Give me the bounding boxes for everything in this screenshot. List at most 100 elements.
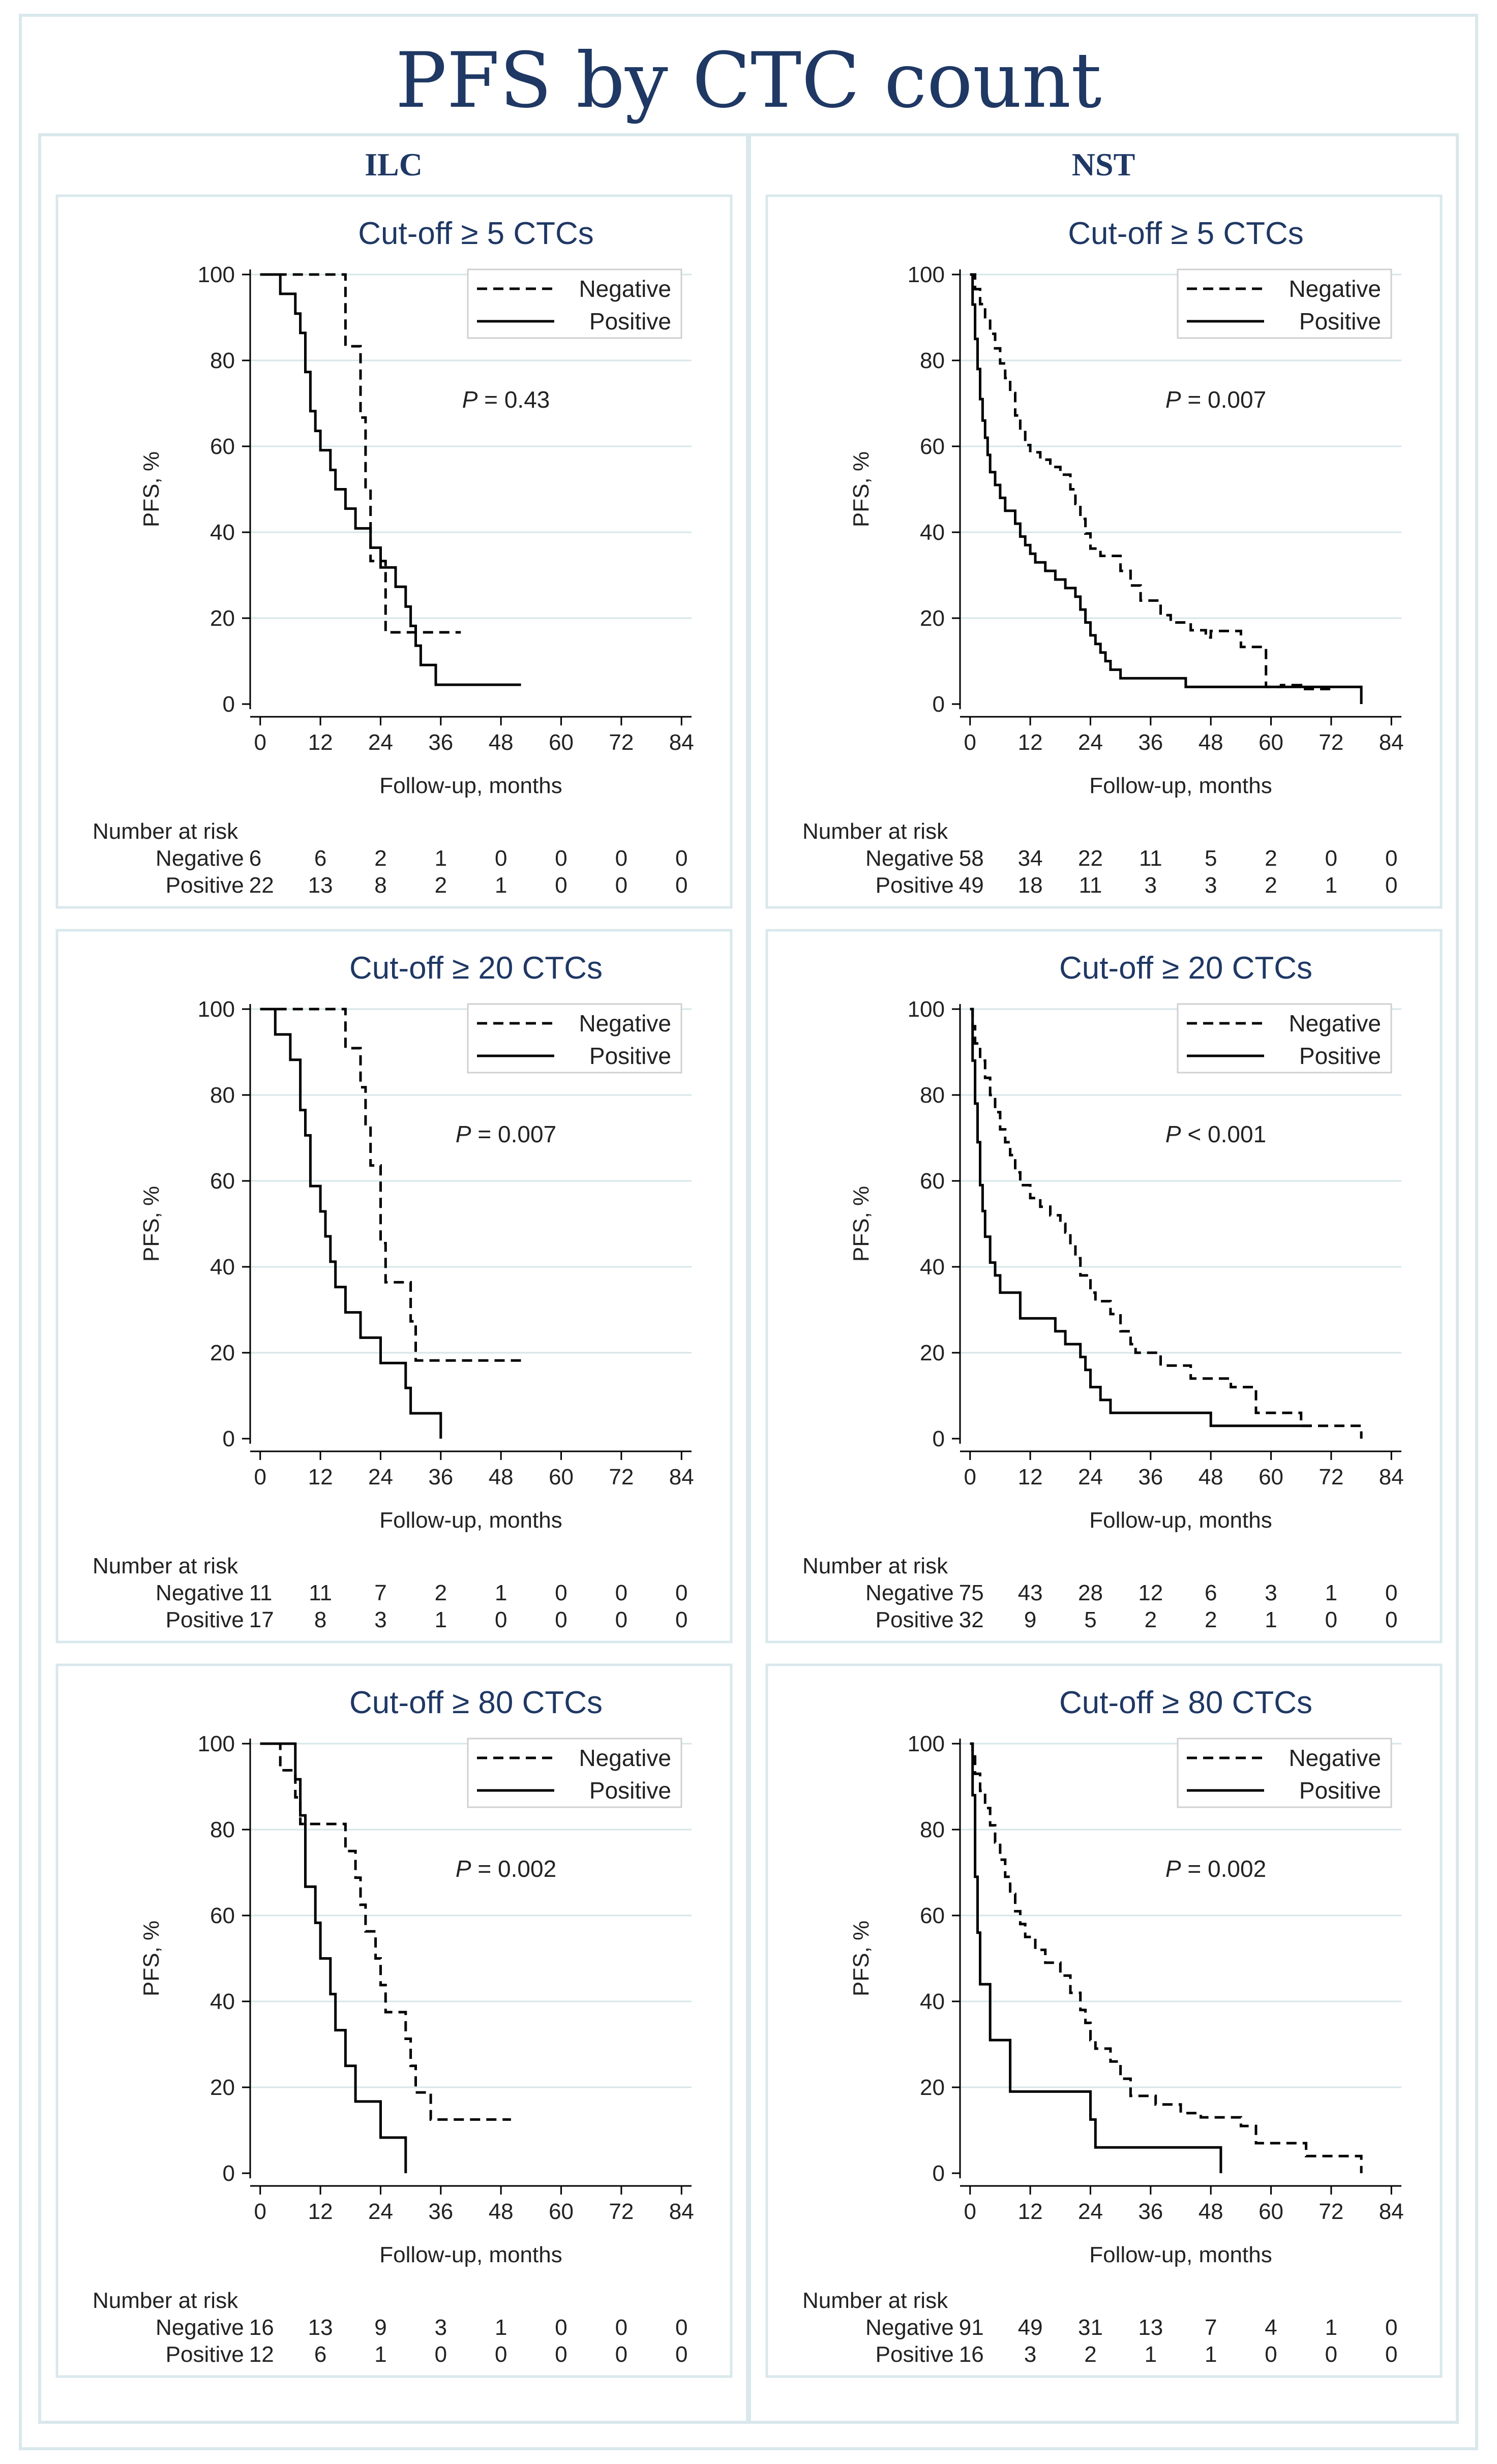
- y-tick-label: 0: [933, 692, 945, 717]
- panel-frame: [55, 1663, 733, 2378]
- risk-count-positive: 1: [495, 873, 507, 898]
- legend-box: [1177, 1738, 1392, 1808]
- risk-count-negative: 6: [249, 846, 261, 871]
- x-tick-label: 60: [1259, 2199, 1283, 2224]
- p-value-text: = 0.002: [1181, 1855, 1267, 1882]
- panel-frame: [765, 194, 1443, 909]
- risk-count-negative: 2: [1265, 846, 1277, 871]
- legend-box: [1177, 268, 1392, 339]
- y-tick-label: 60: [920, 434, 945, 459]
- column-box-ilc: [38, 133, 749, 2424]
- risk-count-positive: 1: [435, 1607, 447, 1632]
- x-tick-label: 0: [964, 1465, 976, 1489]
- risk-count-positive: 2: [1265, 873, 1277, 898]
- y-tick-label: 20: [920, 1341, 945, 1365]
- x-tick-label: 24: [1078, 730, 1103, 755]
- risk-count-positive: 1: [1325, 873, 1337, 898]
- risk-count-negative: 13: [308, 2315, 333, 2340]
- p-value-symbol: P: [1165, 1855, 1181, 1882]
- km-curve-negative: [260, 1742, 511, 2121]
- y-tick-label: 0: [223, 692, 235, 717]
- y-tick-label: 100: [908, 997, 945, 1022]
- km-curve-positive: [260, 273, 521, 686]
- y-axis-label: PFS, %: [139, 1186, 164, 1262]
- risk-count-negative: 1: [1325, 1580, 1337, 1605]
- p-value-text: = 0.002: [471, 1855, 557, 1882]
- panel-title: Cut-off ≥ 5 CTCs: [1068, 216, 1304, 251]
- y-tick-label: 20: [210, 606, 235, 631]
- risk-row-label-positive: Positive: [876, 1607, 954, 1632]
- risk-count-negative: 2: [374, 846, 386, 871]
- x-tick-label: 12: [308, 1465, 333, 1489]
- x-axis-label: Follow-up, months: [379, 773, 562, 798]
- y-tick-label: 80: [920, 348, 945, 373]
- risk-count-positive: 1: [1265, 1607, 1277, 1632]
- x-tick-label: 36: [428, 1465, 453, 1489]
- x-tick-label: 72: [1319, 2199, 1343, 2224]
- risk-count-negative: 0: [1385, 1580, 1397, 1605]
- risk-count-positive: 2: [435, 873, 447, 898]
- x-tick-label: 84: [1379, 730, 1404, 755]
- risk-count-positive: 0: [615, 873, 627, 898]
- legend: Negative Positive: [467, 1003, 682, 1074]
- risk-count-positive: 3: [1145, 873, 1157, 898]
- p-value-text: = 0.007: [471, 1121, 557, 1147]
- y-tick-label: 20: [920, 2075, 945, 2100]
- x-tick-label: 0: [964, 730, 976, 755]
- x-tick-label: 72: [1319, 1465, 1343, 1489]
- x-tick-label: 48: [1199, 730, 1223, 755]
- risk-count-positive: 0: [1325, 2342, 1337, 2367]
- x-tick-label: 24: [368, 2199, 393, 2224]
- risk-count-positive: 0: [555, 1607, 567, 1632]
- x-tick-label: 72: [609, 2199, 634, 2224]
- risk-count-negative: 1: [495, 1580, 507, 1605]
- risk-count-positive: 1: [1145, 2342, 1157, 2367]
- x-tick-label: 72: [1319, 730, 1343, 755]
- risk-count-negative: 9: [374, 2315, 386, 2340]
- x-tick-label: 72: [609, 730, 634, 755]
- legend: Negative Positive: [467, 1738, 682, 1808]
- risk-count-positive: 1: [374, 2342, 386, 2367]
- y-tick-label: 100: [908, 1731, 945, 1756]
- risk-count-negative: 11: [1139, 846, 1162, 871]
- y-tick-label: 0: [223, 1426, 235, 1451]
- risk-count-positive: 5: [1084, 1607, 1096, 1632]
- risk-count-negative: 3: [1265, 1580, 1277, 1605]
- risk-count-negative: 0: [675, 2315, 687, 2340]
- legend-label-negative: Negative: [579, 1010, 671, 1037]
- risk-row-label-positive: Positive: [876, 2342, 954, 2367]
- legend-box: [467, 268, 682, 339]
- panel-title: Cut-off ≥ 20 CTCs: [349, 951, 603, 986]
- risk-count-negative: 12: [1138, 1580, 1163, 1605]
- x-axis-label: Follow-up, months: [379, 1508, 562, 1533]
- risk-row-label-negative: Negative: [156, 1580, 244, 1605]
- x-tick-label: 0: [254, 1465, 266, 1489]
- x-axis-label: Follow-up, months: [379, 2242, 562, 2267]
- x-tick-label: 72: [609, 1465, 634, 1489]
- risk-row-label-positive: Positive: [166, 1607, 244, 1632]
- x-tick-label: 24: [368, 730, 393, 755]
- x-tick-label: 48: [1199, 1465, 1223, 1489]
- risk-count-positive: 0: [495, 1607, 507, 1632]
- x-axis-label: Follow-up, months: [1089, 773, 1272, 798]
- risk-count-positive: 0: [675, 2342, 687, 2367]
- p-value: P = 0.43: [462, 386, 550, 413]
- column-header-nst: NST: [1072, 146, 1135, 182]
- risk-count-positive: 12: [249, 2342, 274, 2367]
- risk-row-label-positive: Positive: [166, 873, 244, 898]
- x-tick-label: 12: [1018, 2199, 1043, 2224]
- risk-table-header: Number at risk: [93, 819, 238, 844]
- risk-count-negative: 0: [615, 2315, 627, 2340]
- risk-count-negative: 0: [555, 846, 567, 871]
- panel-frame: [55, 194, 733, 909]
- panel-title: Cut-off ≥ 80 CTCs: [1059, 1685, 1312, 1720]
- risk-count-positive: 8: [374, 873, 386, 898]
- x-tick-label: 24: [1078, 2199, 1103, 2224]
- risk-count-positive: 2: [1205, 1607, 1217, 1632]
- x-tick-label: 0: [254, 2199, 266, 2224]
